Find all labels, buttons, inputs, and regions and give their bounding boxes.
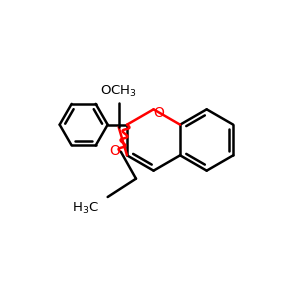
Text: OCH$_3$: OCH$_3$ (100, 84, 137, 99)
Text: O: O (110, 144, 120, 158)
Text: O: O (153, 106, 164, 120)
Text: H$_3$C: H$_3$C (72, 201, 99, 216)
